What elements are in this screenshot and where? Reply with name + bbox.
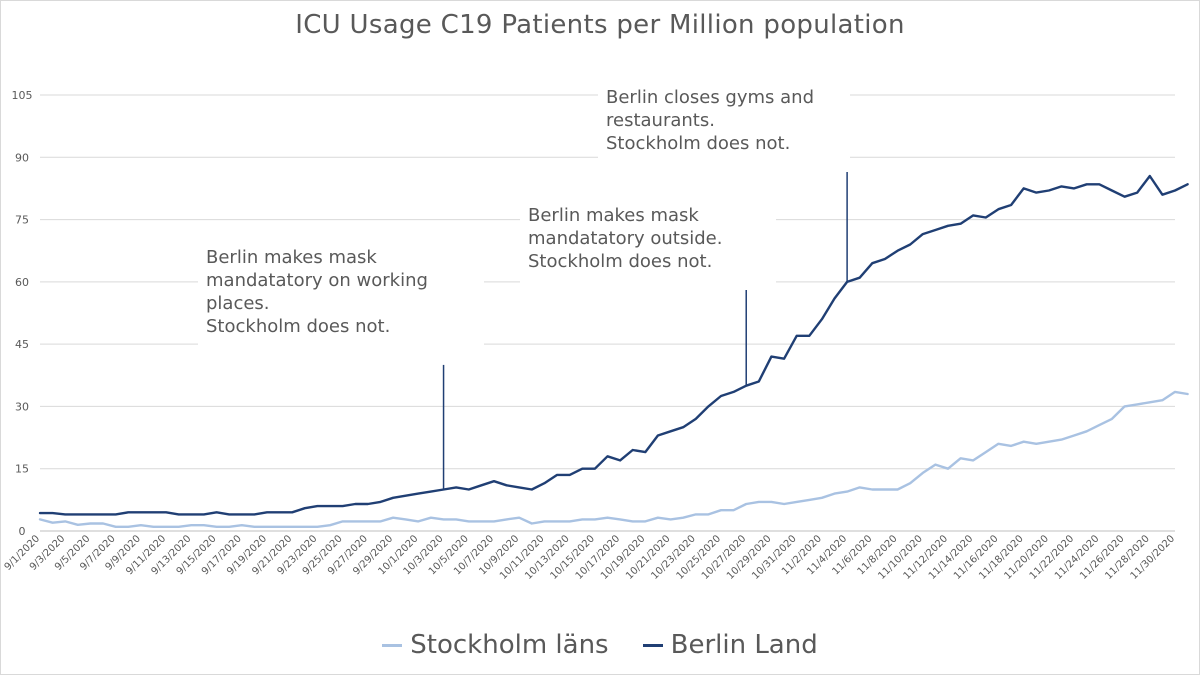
y-tick-label-0: 0 xyxy=(19,525,26,538)
y-tick-label-75: 75 xyxy=(15,214,29,227)
series-line-berlin xyxy=(38,174,1189,516)
annotation-gyms-restaurants: Berlin closes gyms and restaurants. Stoc… xyxy=(598,84,850,172)
x-axis-ticks: 9/1/20209/3/20209/5/20209/7/20209/9/2020… xyxy=(3,533,1178,582)
y-tick-label-30: 30 xyxy=(15,400,29,413)
y-axis-ticks: 0 15 30 45 60 75 90 105 xyxy=(12,89,33,538)
y-tick-label-45: 45 xyxy=(15,338,29,351)
legend-swatch-stockholm xyxy=(382,643,403,647)
series-lines xyxy=(38,174,1189,528)
legend-item-berlin[interactable]: Berlin Land xyxy=(642,630,818,660)
legend-label-stockholm: Stockholm läns xyxy=(410,630,609,660)
y-tick-label-15: 15 xyxy=(15,463,29,476)
annotation-mask-working-places: Berlin makes mask mandatatory on working… xyxy=(198,244,484,356)
annotation-mask-outside: Berlin makes mask mandatatory outside. S… xyxy=(520,202,776,290)
y-tick-label-105: 105 xyxy=(12,89,33,102)
y-tick-label-60: 60 xyxy=(15,276,29,289)
legend-swatch-berlin xyxy=(642,643,663,647)
chart-title: ICU Usage C19 Patients per Million popul… xyxy=(295,10,905,40)
y-tick-label-90: 90 xyxy=(15,151,29,164)
legend: Stockholm läns Berlin Land xyxy=(0,630,1200,660)
legend-item-stockholm[interactable]: Stockholm läns xyxy=(382,630,609,660)
annotation-leaders xyxy=(442,142,850,490)
series-line-stockholm xyxy=(38,390,1189,528)
legend-label-berlin: Berlin Land xyxy=(670,630,818,660)
